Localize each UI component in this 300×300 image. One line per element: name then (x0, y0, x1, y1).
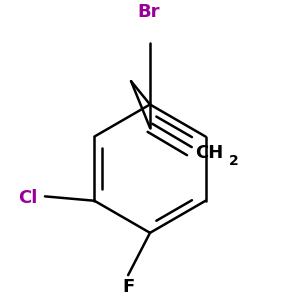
Text: CH: CH (195, 144, 224, 162)
Text: F: F (122, 278, 134, 296)
Text: Cl: Cl (18, 189, 38, 207)
Text: 2: 2 (229, 154, 238, 168)
Text: Br: Br (137, 3, 160, 21)
